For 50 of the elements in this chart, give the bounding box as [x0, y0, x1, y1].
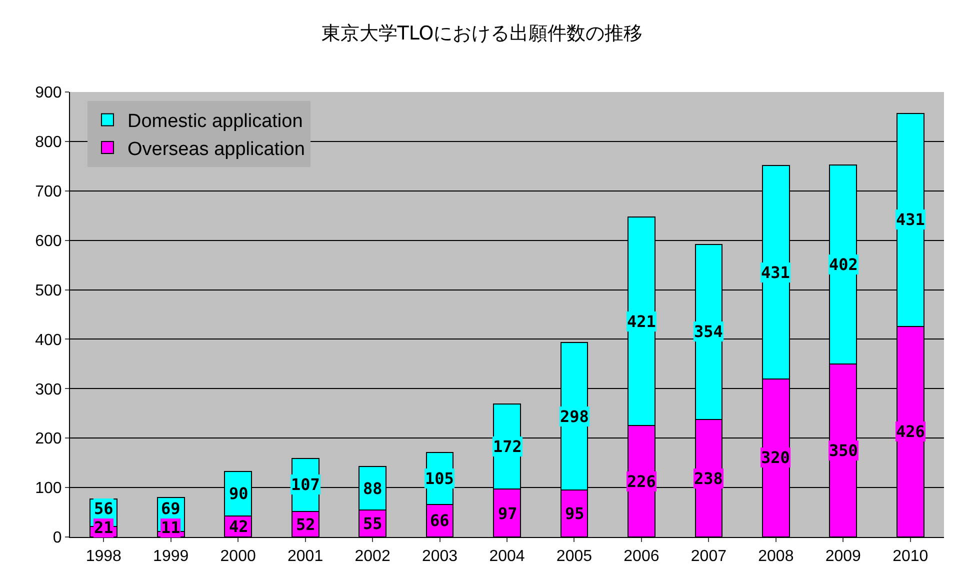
y-tick-label: 0: [52, 530, 62, 547]
data-label: 105: [425, 469, 454, 488]
x-tick-label: 2010: [892, 548, 928, 566]
x-tick-label: 2007: [690, 548, 727, 566]
data-label: 421: [627, 312, 656, 331]
y-tick-label: 500: [35, 282, 62, 300]
data-label: 431: [896, 210, 925, 229]
data-label: 56: [94, 499, 114, 518]
data-label: 226: [627, 472, 656, 491]
x-tick-label: 2008: [758, 548, 794, 566]
data-label: 431: [761, 263, 790, 282]
x-tick-label: 1999: [153, 548, 189, 566]
x-tick-label: 2002: [354, 548, 390, 566]
y-tick-label: 300: [35, 381, 62, 398]
x-tick-label: 2003: [422, 548, 458, 566]
data-label: 238: [694, 469, 723, 488]
x-tick-label: 2001: [288, 548, 324, 566]
data-label: 52: [296, 515, 316, 534]
chart-title: 東京大学TLOにおける出願件数の推移: [321, 22, 643, 45]
y-tick-label: 400: [35, 332, 62, 349]
data-label: 350: [829, 441, 858, 460]
data-label: 95: [565, 504, 584, 523]
x-tick-label: 2000: [220, 548, 256, 566]
x-tick-label: 1998: [86, 548, 122, 566]
data-label: 320: [761, 448, 790, 467]
data-label: 298: [560, 407, 589, 426]
data-label: 354: [694, 322, 723, 341]
legend-label: Domestic application: [127, 111, 303, 132]
data-label: 90: [229, 484, 248, 503]
data-label: 426: [896, 422, 925, 441]
data-label: 97: [498, 504, 518, 523]
data-label: 172: [493, 437, 522, 456]
y-tick-label: 600: [35, 232, 62, 250]
legend-label: Overseas application: [127, 138, 305, 160]
y-tick-label: 100: [35, 480, 62, 498]
y-tick-label: 200: [35, 430, 62, 448]
data-label: 88: [363, 479, 382, 498]
data-label: 107: [291, 475, 320, 494]
data-label: 42: [229, 517, 248, 536]
x-tick-label: 2004: [489, 548, 525, 566]
y-tick-label: 700: [35, 183, 62, 200]
x-tick-label: 2009: [825, 548, 862, 566]
data-label: 69: [161, 499, 180, 518]
x-tick-label: 2006: [624, 548, 660, 566]
data-label: 55: [363, 514, 382, 533]
data-label: 66: [430, 511, 450, 530]
x-tick-label: 2005: [556, 548, 592, 566]
y-tick-label: 900: [35, 84, 62, 102]
y-tick-label: 800: [35, 134, 62, 152]
data-label: 402: [829, 255, 858, 274]
